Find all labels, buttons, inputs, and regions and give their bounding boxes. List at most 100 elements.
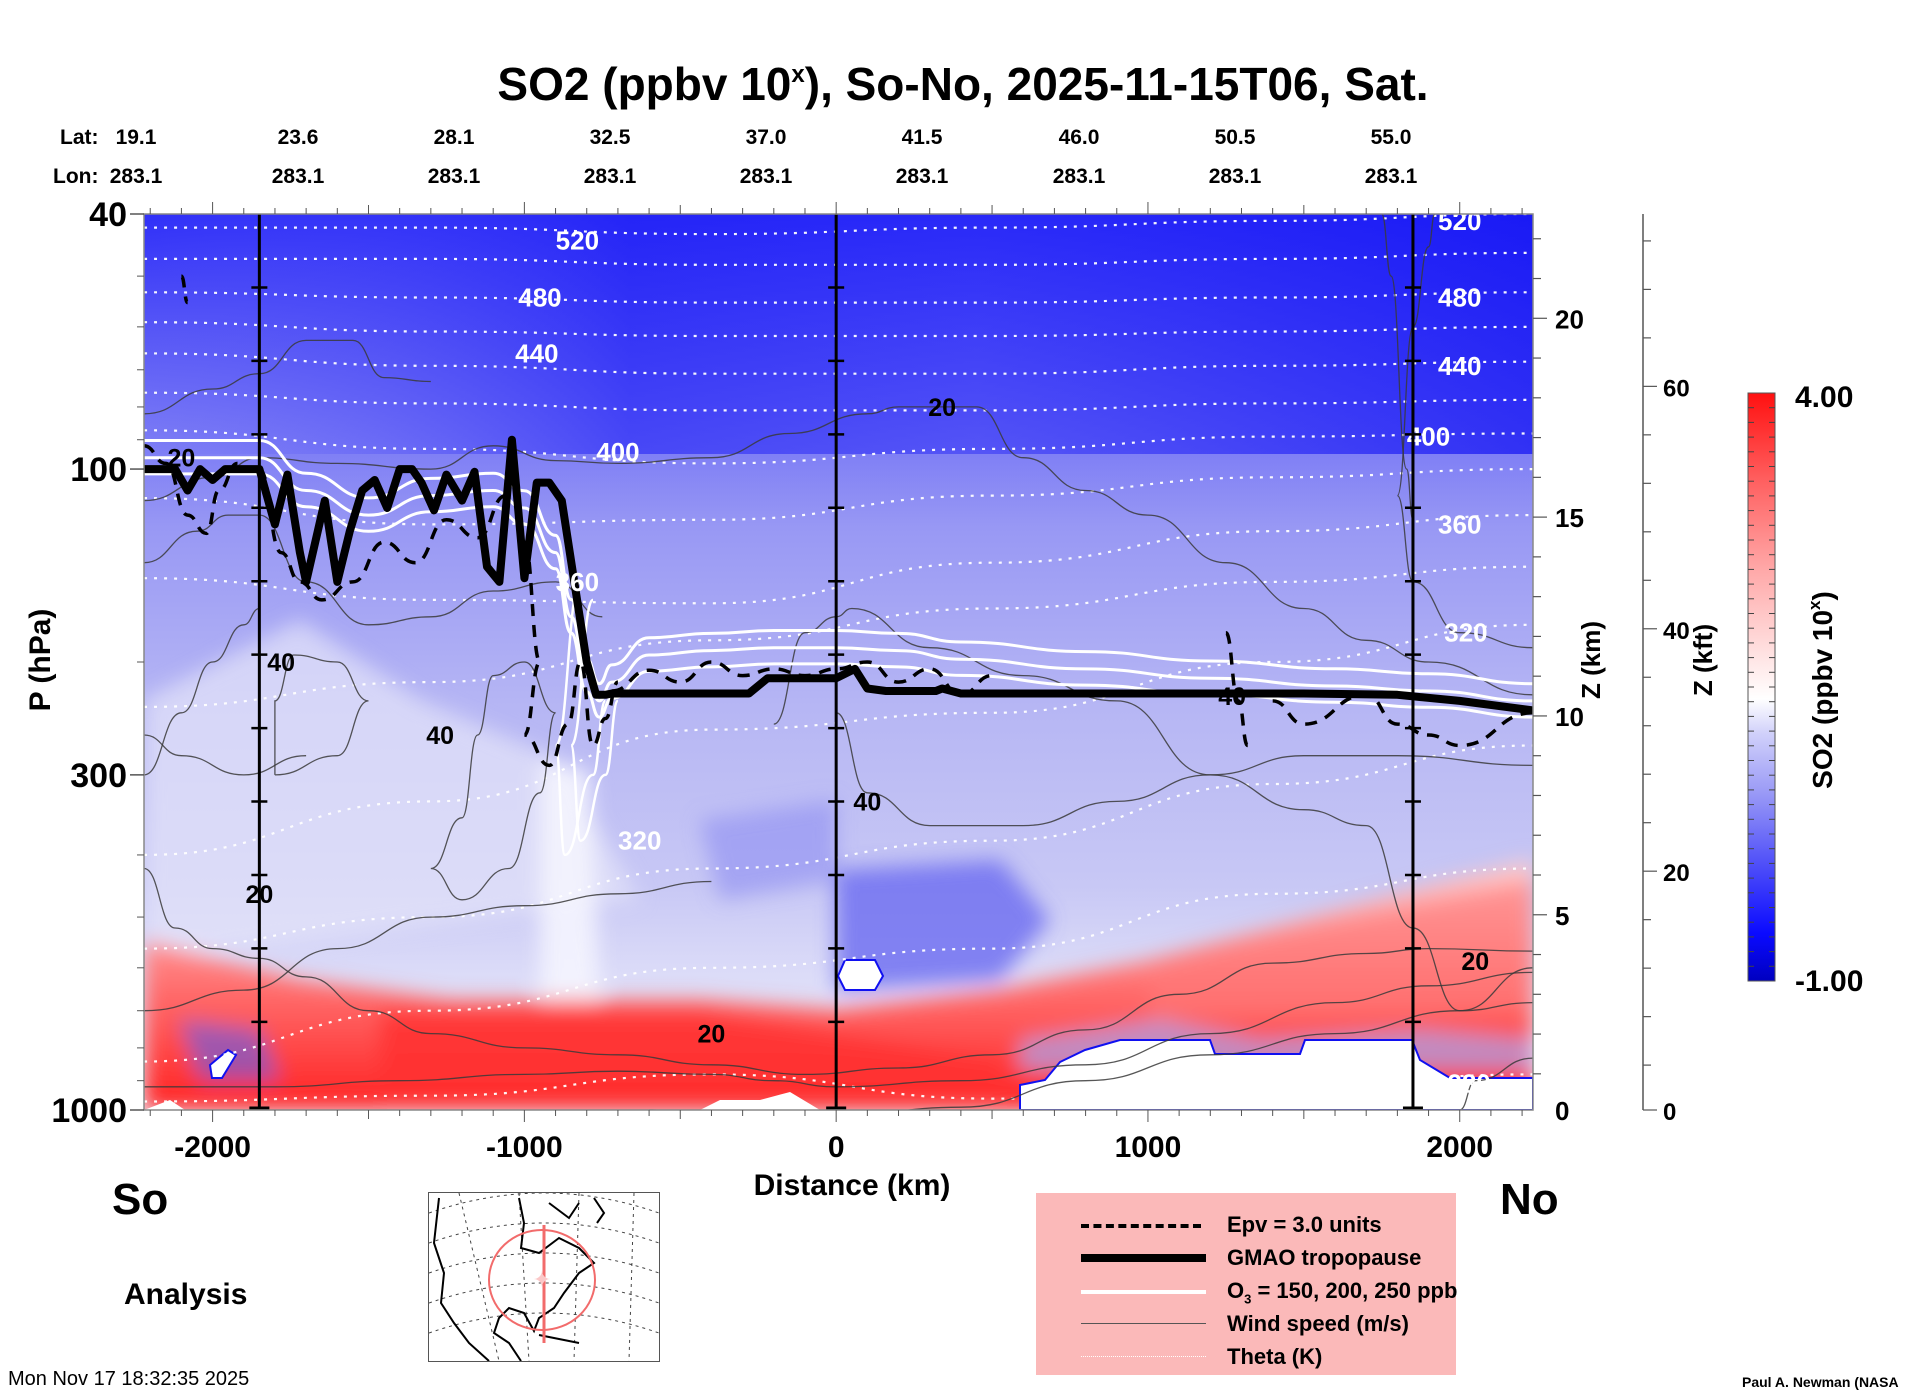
z-km-label: 20 <box>1555 304 1584 334</box>
ozone-contour <box>554 580 607 857</box>
theta-label: 480 <box>518 283 561 313</box>
longitude-value: 283.1 <box>428 165 481 188</box>
z-km-label: 15 <box>1555 503 1584 533</box>
epv-contour <box>522 540 620 768</box>
theta-contour-400 <box>144 429 1533 465</box>
colorbar: 4.00 -1.00 SO2 (ppbv 10x) <box>1747 381 1863 998</box>
legend-label: Epv = 3.0 units <box>1227 1212 1382 1237</box>
map-coastlines <box>432 1197 606 1361</box>
wind-speed-label: 20 <box>698 1021 726 1049</box>
z-kft-label: 60 <box>1663 375 1690 402</box>
longitude-value: 283.1 <box>272 165 325 188</box>
latitude-value: 37.0 <box>746 126 787 149</box>
wind-contour <box>144 607 260 776</box>
wind-contour <box>144 406 1533 696</box>
z-kft-label: 40 <box>1663 618 1690 645</box>
masked-region <box>700 1092 820 1110</box>
legend-item-theta: Theta (K) <box>1036 1342 1456 1372</box>
theta-contour-460 <box>144 321 1533 338</box>
legend: Epv = 3.0 units GMAO tropopause O3 = 150… <box>1036 1193 1458 1375</box>
z-kft-axis-title: Z (kft) <box>1688 624 1718 696</box>
legend-label: Wind speed (m/s) <box>1227 1311 1409 1336</box>
lon-label: Lon: <box>53 165 98 188</box>
lat-lon-header: Lat: Lon: 19.1 283.1 23.6 283.1 28.1 283.1 32.5 2… <box>53 126 1418 188</box>
wind-contour <box>144 339 431 415</box>
theta-label: 520 <box>1438 206 1481 236</box>
theta-label: 440 <box>1438 351 1481 381</box>
chart-title: SO2 (ppbv 10x), So-No, 2025-11-15T06, Sa… <box>497 58 1428 110</box>
theta-contour-290 <box>144 867 1533 1063</box>
longitude-value: 283.1 <box>1209 165 1262 188</box>
latitude-value: 55.0 <box>1371 126 1412 149</box>
theta-label: 280 <box>1447 1069 1490 1099</box>
z-km-axis-title: Z (km) <box>1576 621 1606 699</box>
wind-contour <box>1396 326 1533 649</box>
wind-contour <box>835 712 1533 827</box>
credit: Paul A. Newman (NASA <box>1742 1374 1899 1390</box>
theta-contour-320 <box>144 623 1533 856</box>
wind-contour <box>144 880 712 1012</box>
y-tick-label: 300 <box>70 757 127 795</box>
legend-item-tropopause: GMAO tropopause <box>1036 1243 1456 1273</box>
epv-contour <box>258 467 507 602</box>
legend-label: GMAO tropopause <box>1227 1245 1422 1270</box>
legend-item-wind: Wind speed (m/s) <box>1036 1309 1456 1339</box>
wind-speed-label: 20 <box>928 394 956 422</box>
latitude-value: 28.1 <box>434 126 475 149</box>
x-axis-title: Distance (km) <box>754 1169 951 1202</box>
legend-white-line <box>1081 1290 1206 1294</box>
longitude-value: 283.1 <box>584 165 637 188</box>
theta-contour-520 <box>144 214 1533 236</box>
legend-dashed-line <box>1081 1224 1201 1228</box>
longitude-value: 283.1 <box>1053 165 1106 188</box>
wind-contour <box>430 661 557 901</box>
theta-contours <box>144 214 1533 1103</box>
x-tick-label: 2000 <box>1426 1131 1493 1164</box>
wind-contour <box>274 654 369 776</box>
latitude-value: 41.5 <box>902 126 943 149</box>
ozone-contour <box>569 598 620 842</box>
ozone-contour-150 <box>144 438 1533 686</box>
x-tick-label: -2000 <box>174 1131 251 1164</box>
tropopause-line <box>144 435 1533 715</box>
wind-speed-label: 20 <box>168 445 196 473</box>
legend-item-ozone: O3 = 150, 200, 250 ppb <box>1036 1276 1458 1307</box>
z-km-label: 0 <box>1555 1096 1569 1126</box>
ozone-contour-200 <box>144 456 1533 703</box>
south-label: So <box>112 1175 169 1224</box>
longitude-value: 283.1 <box>110 165 163 188</box>
theta-contour-420 <box>144 391 1533 412</box>
masked-region <box>144 1100 185 1110</box>
legend-label: Theta (K) <box>1227 1344 1323 1369</box>
theta-label: 360 <box>1438 509 1481 539</box>
longitude-value: 283.1 <box>1365 165 1418 188</box>
colorbar-title: SO2 (ppbv 10x) <box>1805 591 1838 789</box>
y-tick-label: 1000 <box>51 1092 127 1130</box>
wind-speed-label: 40 <box>853 788 881 816</box>
wind-speed-label: 40 <box>1218 683 1246 711</box>
theta-contour-480 <box>144 291 1533 304</box>
legend-dotted-line <box>1081 1356 1206 1357</box>
theta-contour-500 <box>144 251 1533 266</box>
theta-label: 520 <box>556 226 599 256</box>
latitude-value: 23.6 <box>278 126 319 149</box>
x-tick-label: 1000 <box>1115 1131 1182 1164</box>
wind-speed-label: 20 <box>1461 948 1489 976</box>
wind-contour <box>144 514 603 626</box>
location-markers <box>249 214 1423 1110</box>
legend-item-epv: Epv = 3.0 units <box>1036 1210 1456 1240</box>
z-km-label: 10 <box>1555 702 1584 732</box>
wind-contour <box>144 971 1533 1088</box>
x-tick-label: 0 <box>828 1131 845 1164</box>
wind-speed-label: 40 <box>426 722 454 750</box>
theta-label: 480 <box>1438 283 1481 313</box>
analysis-label: Analysis <box>124 1278 248 1311</box>
latitude-value: 19.1 <box>116 126 157 149</box>
legend-label: O3 = 150, 200, 250 ppb <box>1227 1278 1458 1307</box>
legend-thin-line <box>1081 1323 1206 1324</box>
latitude-value: 32.5 <box>590 126 631 149</box>
theta-label: 400 <box>596 437 639 467</box>
